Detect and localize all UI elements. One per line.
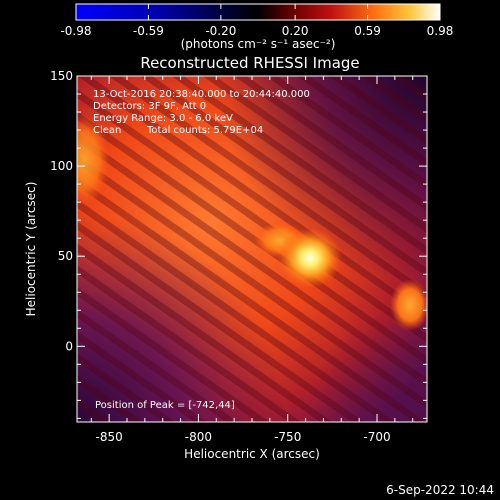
y-axis-ticks: 0 50 100 150 bbox=[50, 69, 427, 419]
colorbar-tick-label: 0.20 bbox=[282, 24, 309, 38]
x-axis-ticks: -850 -800 -750 -700 bbox=[90, 76, 414, 444]
colorbar-tick-label: -0.98 bbox=[60, 24, 91, 38]
annotation-time-range: 13-Oct-2016 20:38:40.000 to 20:44:40.000 bbox=[93, 89, 310, 100]
colorbar-tick-label: -0.59 bbox=[133, 24, 164, 38]
left-edge-glow bbox=[77, 114, 110, 206]
annotation-method: Clean bbox=[93, 125, 121, 136]
y-tick-label: 100 bbox=[50, 159, 73, 173]
footer-timestamp: 6-Sep-2022 10:44 bbox=[386, 483, 494, 497]
colorbar-gradient bbox=[75, 3, 441, 21]
colorbar: -0.98 -0.59 -0.20 0.20 0.59 0.98 (photons cm⁻… bbox=[60, 3, 453, 51]
colorbar-tick-label: 0.98 bbox=[427, 24, 454, 38]
flare-peak-source bbox=[278, 228, 342, 288]
annotation-energy-range: Energy Range: 3.0 - 6.0 keV bbox=[93, 113, 233, 124]
annotations: 13-Oct-2016 20:38:40.000 to 20:44:40.000… bbox=[93, 89, 310, 411]
colorbar-tick-label: 0.59 bbox=[354, 24, 381, 38]
colorbar-ticks: -0.98 -0.59 -0.20 0.20 0.59 0.98 bbox=[60, 4, 453, 38]
colorbar-tick-label: -0.20 bbox=[205, 24, 236, 38]
colorbar-unit-label: (photons cm⁻² s⁻¹ asec⁻²) bbox=[181, 37, 336, 51]
x-tick-label: -800 bbox=[185, 430, 212, 444]
x-axis-label: Heliocentric X (arcsec) bbox=[184, 447, 320, 461]
annotation-total-counts: Total counts: 5.79E+04 bbox=[146, 125, 263, 136]
plot-title: Reconstructed RHESSI Image bbox=[140, 54, 359, 72]
y-tick-label: 0 bbox=[65, 339, 73, 353]
annotation-peak-position: Position of Peak = [-742,44] bbox=[95, 400, 235, 411]
annotation-detectors: Detectors: 3F 9F, Att 0 bbox=[93, 101, 206, 112]
x-tick-label: -850 bbox=[96, 430, 123, 444]
y-axis-label: Heliocentric Y (arcsec) bbox=[24, 182, 38, 317]
x-tick-label: -700 bbox=[363, 430, 390, 444]
y-tick-label: 50 bbox=[58, 249, 73, 263]
image-stripes bbox=[77, 76, 427, 422]
solar-image bbox=[77, 76, 427, 422]
y-tick-label: 150 bbox=[50, 69, 73, 83]
right-edge-source bbox=[390, 279, 427, 331]
x-tick-label: -750 bbox=[274, 430, 301, 444]
